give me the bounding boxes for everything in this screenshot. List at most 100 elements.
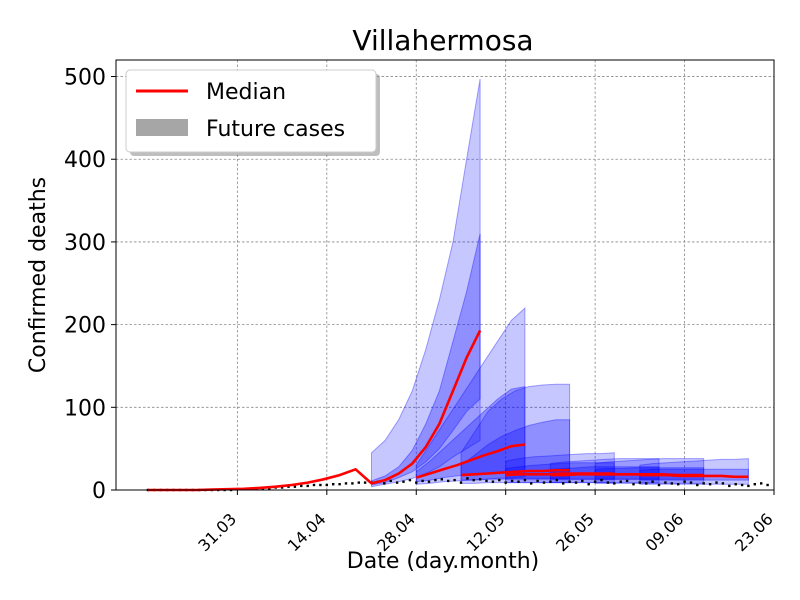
- observed-point: [696, 483, 699, 487]
- y-tick-label: 100: [64, 396, 106, 421]
- observed-point: [383, 482, 386, 485]
- observed-point: [510, 479, 514, 483]
- observed-point: [325, 483, 328, 487]
- observed-point: [357, 481, 360, 484]
- observed-point: [753, 483, 756, 486]
- observed-point: [421, 479, 424, 483]
- y-tick-label: 200: [64, 314, 106, 339]
- observed-point: [485, 479, 488, 483]
- observed-point: [645, 482, 648, 485]
- observed-point: [312, 483, 316, 487]
- observed-point: [581, 479, 584, 483]
- observed-point: [766, 483, 769, 487]
- observed-point: [702, 482, 705, 485]
- forecast-outer-band: [594, 458, 705, 484]
- observed-point: [427, 480, 431, 483]
- observed-point: [530, 482, 533, 485]
- median-line: [460, 468, 570, 477]
- legend-future-cases-label: Future cases: [206, 117, 345, 142]
- observed-point: [498, 478, 501, 482]
- observed-point: [523, 478, 527, 482]
- observed-point: [338, 483, 341, 486]
- y-tick-label: 400: [64, 148, 106, 173]
- observed-point: [574, 481, 578, 484]
- forecast-inner-band: [460, 419, 571, 481]
- y-tick-label: 300: [64, 231, 106, 256]
- plot-frame: [115, 59, 775, 491]
- observed-point: [606, 481, 610, 484]
- observed-point: [638, 481, 641, 484]
- observed-point: [459, 481, 463, 484]
- observed-point: [363, 481, 367, 484]
- observed-point: [708, 483, 712, 486]
- observed-point: [491, 480, 495, 483]
- forecast-outer-band: [460, 383, 571, 484]
- observed-point: [389, 479, 392, 483]
- observed-point: [453, 478, 456, 482]
- forecast-outer-band: [415, 306, 526, 485]
- observed-point: [402, 480, 405, 483]
- forecast-inner-band: [415, 385, 526, 483]
- observed-point: [517, 480, 520, 483]
- observed-point: [408, 478, 412, 482]
- observed-point: [760, 482, 763, 485]
- observed-point: [344, 482, 348, 485]
- observed-point: [542, 481, 546, 484]
- observed-point: [447, 479, 450, 483]
- observed-point: [683, 480, 686, 483]
- y-axis-label: Confirmed deaths: [26, 177, 51, 373]
- x-axis-label: Date (day.month): [347, 549, 539, 574]
- observed-point: [504, 481, 507, 484]
- observed-point: [395, 481, 399, 484]
- observed-point: [613, 482, 616, 485]
- observed-point: [670, 482, 673, 485]
- observed-point: [747, 484, 750, 488]
- observed-point: [562, 482, 565, 485]
- observed-point: [664, 481, 667, 484]
- observed-point: [300, 484, 303, 488]
- median-line: [371, 329, 482, 485]
- observed-point: [549, 480, 552, 483]
- observed-point: [587, 483, 590, 486]
- observed-point: [651, 480, 654, 483]
- observed-point: [478, 478, 482, 481]
- observed-point: [689, 481, 693, 484]
- observed-point: [600, 478, 603, 482]
- observed-point: [734, 483, 737, 486]
- observed-point: [740, 483, 744, 487]
- observed-point: [555, 478, 558, 482]
- observed-point: [657, 483, 661, 487]
- observed-point: [293, 485, 297, 488]
- observed-point: [625, 479, 629, 483]
- legend-median-label: Median: [206, 80, 286, 105]
- forecast-outer-band: [639, 458, 749, 485]
- observed-point: [351, 482, 354, 485]
- legend-future-cases-swatch: [136, 119, 188, 136]
- chart-title: Villahermosa: [352, 24, 533, 57]
- observed-point: [466, 477, 469, 480]
- forecast-outer-band: [549, 458, 660, 484]
- observed-point: [472, 478, 475, 482]
- observed-point: [728, 484, 731, 488]
- y-tick-label: 0: [92, 479, 106, 504]
- legend-box: [125, 69, 377, 153]
- observed-point: [632, 483, 635, 486]
- y-axis-ticks: 0 100 200 300 400 500: [64, 66, 116, 504]
- forecast-inner-band: [371, 233, 481, 486]
- median-line: [639, 473, 749, 479]
- observed-point: [287, 485, 290, 488]
- observed-point: [319, 483, 322, 487]
- observed-point: [721, 482, 725, 485]
- observed-point: [715, 481, 718, 484]
- observed-point: [440, 478, 443, 481]
- observed-point: [280, 486, 284, 489]
- legend: Median Future cases: [125, 69, 380, 156]
- observed-point: [306, 484, 309, 488]
- observed-point: [332, 483, 335, 486]
- observed-point: [415, 481, 418, 484]
- forecast-outer-band: [371, 78, 481, 488]
- observed-point: [677, 483, 680, 486]
- median-line: [415, 443, 526, 479]
